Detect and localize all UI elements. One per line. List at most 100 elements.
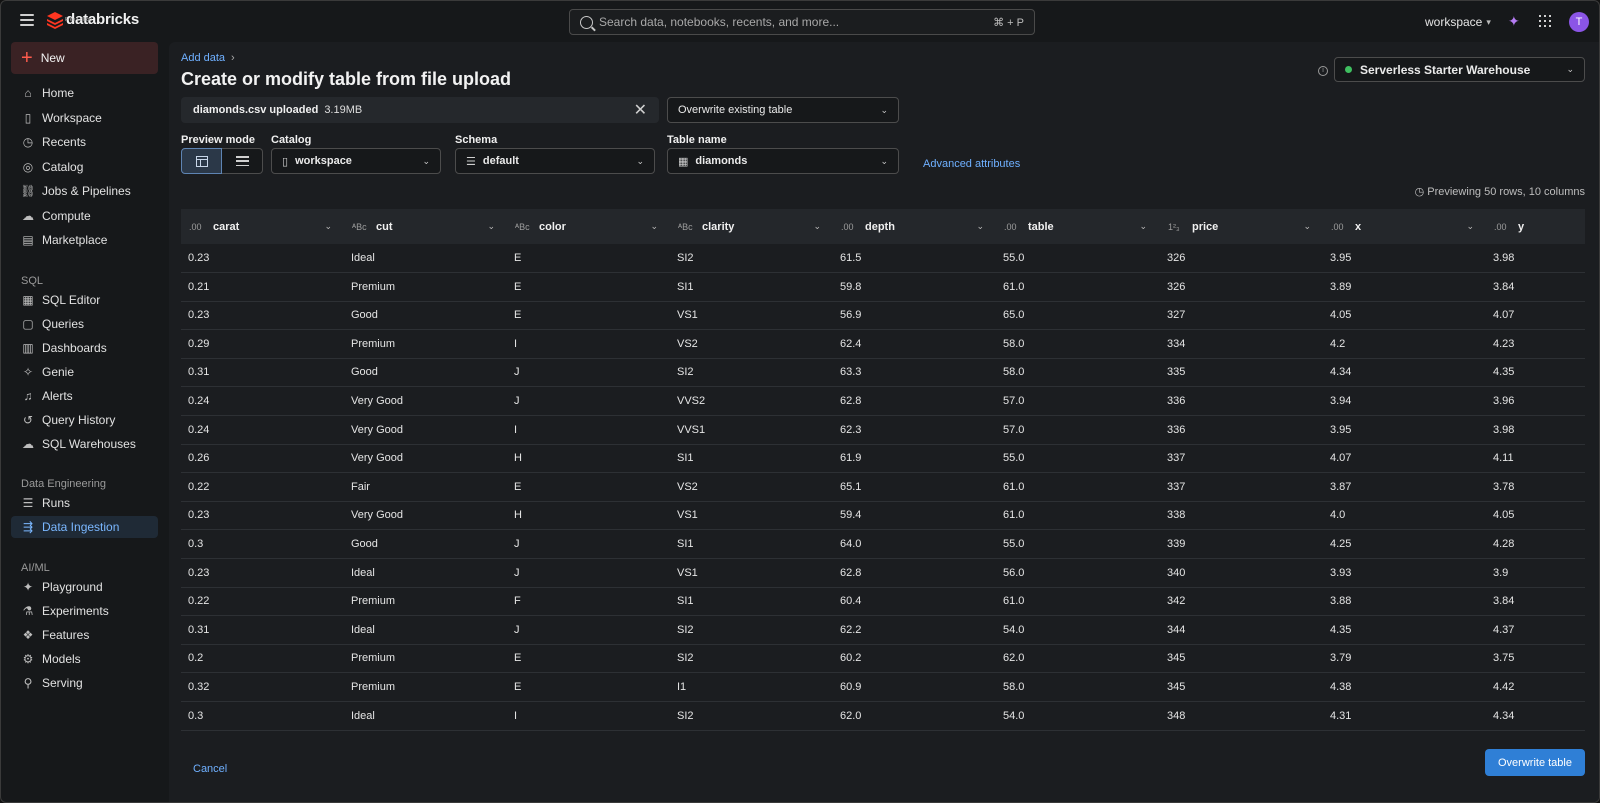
sidebar-item-home[interactable]: ⌂ Home	[11, 82, 158, 104]
list-view-button[interactable]	[222, 148, 263, 174]
chevron-down-icon[interactable]: ⌄	[1139, 221, 1147, 231]
sidebar-item-recents[interactable]: ◷ Recents	[11, 131, 158, 153]
global-search[interactable]: Search data, notebooks, recents, and mor…	[569, 9, 1035, 35]
workspace-switcher[interactable]: workspace ▾	[1425, 15, 1491, 29]
column-header-price[interactable]: 1²₃ price ⌄	[1160, 209, 1323, 244]
runs-icon: ☰	[22, 496, 34, 510]
sidebar-item-compute[interactable]: ☁ Compute	[11, 205, 158, 227]
apps-grid-icon[interactable]	[1539, 15, 1551, 27]
column-header-depth[interactable]: .00 depth ⌄	[833, 209, 996, 244]
sidebar-section-sql: SQL	[21, 275, 44, 287]
column-header-clarity[interactable]: ᴬBc clarity ⌄	[670, 209, 833, 244]
sidebar-item-data-ingestion[interactable]: ⇶ Data Ingestion	[11, 516, 158, 538]
sidebar-item-sql-editor[interactable]: ▦ SQL Editor	[11, 289, 158, 311]
table-cell-table: 61.0	[1003, 480, 1025, 493]
column-header-y[interactable]: .00 y	[1486, 209, 1585, 244]
chevron-right-icon: ›	[231, 52, 235, 64]
sidebar-item-serving[interactable]: ⚲ Serving	[11, 672, 158, 694]
sidebar-item-workspace[interactable]: ▯ Workspace	[11, 107, 158, 129]
table-cell-depth: 64.0	[840, 538, 862, 550]
table-cell-depth: 62.4	[840, 337, 862, 350]
sidebar-item-genie[interactable]: ✧ Genie	[11, 361, 158, 383]
menu-icon[interactable]	[20, 14, 34, 26]
table-cell-price: 345	[1167, 652, 1186, 665]
advanced-attributes-link[interactable]: Advanced attributes	[923, 158, 1021, 170]
sidebar-item-runs[interactable]: ☰ Runs	[11, 492, 158, 514]
table-cell-depth: 61.9	[840, 452, 862, 465]
sidebar-item-query-history[interactable]: ↺ Query History	[11, 409, 158, 431]
sidebar-item-queries[interactable]: ▢ Queries	[11, 313, 158, 335]
sidebar-item-features[interactable]: ❖ Features	[11, 624, 158, 646]
assistant-sparkle-icon[interactable]: ✦	[1508, 13, 1520, 29]
breadcrumb[interactable]: Add data ›	[181, 52, 235, 64]
sidebar-item-catalog[interactable]: ◎ Catalog	[11, 156, 158, 178]
table-cell-price: 337	[1167, 452, 1186, 465]
sidebar-item-playground[interactable]: ✦ Playground	[11, 576, 158, 598]
sidebar-item-sql-warehouses[interactable]: ☁ SQL Warehouses	[11, 433, 158, 455]
warehouse-select[interactable]: Serverless Starter Warehouse ⌄	[1334, 57, 1585, 82]
table-row: 0.31 Good J SI2 63.3 58.0 335 4.34 4.35	[181, 358, 1585, 388]
chevron-down-icon[interactable]: ⌄	[1466, 221, 1474, 231]
info-icon[interactable]: i	[1318, 66, 1328, 76]
chevron-down-icon[interactable]: ⌄	[1303, 221, 1311, 231]
sidebar-item-alerts[interactable]: ♫ Alerts	[11, 385, 158, 407]
table-row: 0.32 Premium E I1 60.9 58.0 345 4.38 4.42	[181, 673, 1585, 702]
sidebar-item-experiments[interactable]: ⚗ Experiments	[11, 600, 158, 622]
column-header-color[interactable]: ᴬBc color ⌄	[507, 209, 670, 244]
cancel-button[interactable]: Cancel	[193, 763, 228, 775]
column-header-x[interactable]: .00 x ⌄	[1323, 209, 1486, 244]
table-cell-clarity: SI2	[677, 652, 694, 665]
schema-select[interactable]: ☰ default ⌄	[455, 148, 655, 174]
chevron-down-icon[interactable]: ⌄	[487, 221, 495, 231]
table-cell-x: 4.05	[1330, 309, 1352, 322]
features-icon: ❖	[22, 628, 34, 642]
column-name: x	[1355, 220, 1362, 233]
column-header-cut[interactable]: ᴬBc cut ⌄	[344, 209, 507, 244]
workspace-icon: ▯	[24, 110, 32, 125]
chevron-down-icon: ⌄	[880, 155, 888, 166]
sidebar-item-label: Playground	[42, 580, 103, 594]
table-cell-x: 4.0	[1330, 509, 1346, 522]
table-cell-depth: 62.2	[840, 623, 862, 636]
table-cell-y: 3.75	[1493, 652, 1515, 665]
table-cell-price: 342	[1167, 595, 1186, 608]
table-cell-cut: Good	[351, 366, 378, 379]
warehouse-name: Serverless Starter Warehouse	[1360, 62, 1531, 77]
close-icon[interactable]: ✕	[633, 102, 647, 119]
sidebar-item-dashboards[interactable]: ▥ Dashboards	[11, 337, 158, 359]
user-avatar[interactable]: T	[1569, 12, 1589, 32]
table-cell-y: 4.07	[1493, 309, 1515, 322]
table-view-button[interactable]	[181, 148, 222, 174]
column-header-table[interactable]: .00 table ⌄	[996, 209, 1159, 244]
table-cell-color: J	[514, 566, 520, 579]
new-button[interactable]: + New	[11, 42, 158, 74]
overwrite-table-button[interactable]: Overwrite table	[1485, 749, 1585, 776]
table-cell-y: 4.37	[1493, 623, 1515, 636]
table-cell-cut: Good	[351, 309, 378, 322]
table-cell-carat: 0.23	[188, 509, 210, 522]
page-title: Create or modify table from file upload	[181, 69, 512, 89]
list-icon	[235, 156, 249, 166]
sidebar-item-marketplace[interactable]: ▤ Marketplace	[11, 229, 158, 251]
write-mode-select[interactable]: Overwrite existing table ⌄	[667, 97, 899, 123]
write-mode-value: Overwrite existing table	[678, 104, 793, 116]
warehouse-icon: ☁	[22, 437, 34, 451]
databricks-logo[interactable]: databricks	[47, 12, 139, 29]
table-row: 0.26 Very Good H SI1 61.9 55.0 337 4.07 4.11	[181, 444, 1585, 474]
chevron-down-icon[interactable]: ⌄	[813, 221, 821, 231]
breadcrumb-add-data[interactable]: Add data	[181, 52, 226, 64]
column-header-carat[interactable]: .00 carat ⌄	[181, 209, 344, 244]
sidebar-item-jobs-pipelines[interactable]: ⛓ Jobs & Pipelines	[11, 180, 158, 202]
table-cell-x: 3.93	[1330, 566, 1352, 579]
chevron-down-icon[interactable]: ⌄	[324, 221, 332, 231]
table-name-select[interactable]: ▦ diamonds ⌄	[667, 148, 899, 174]
table-cell-cut: Very Good	[351, 395, 403, 407]
table-cell-x: 3.88	[1330, 595, 1352, 608]
catalog-select[interactable]: ▯ workspace ⌄	[271, 148, 441, 174]
chevron-down-icon[interactable]: ⌄	[650, 221, 658, 231]
chevron-down-icon[interactable]: ⌄	[976, 221, 984, 231]
table-cell-y: 3.96	[1493, 395, 1515, 407]
sidebar-item-models[interactable]: ⚙ Models	[11, 648, 158, 670]
table-cell-clarity: SI2	[677, 709, 694, 722]
sidebar-item-label: Catalog	[42, 159, 84, 174]
